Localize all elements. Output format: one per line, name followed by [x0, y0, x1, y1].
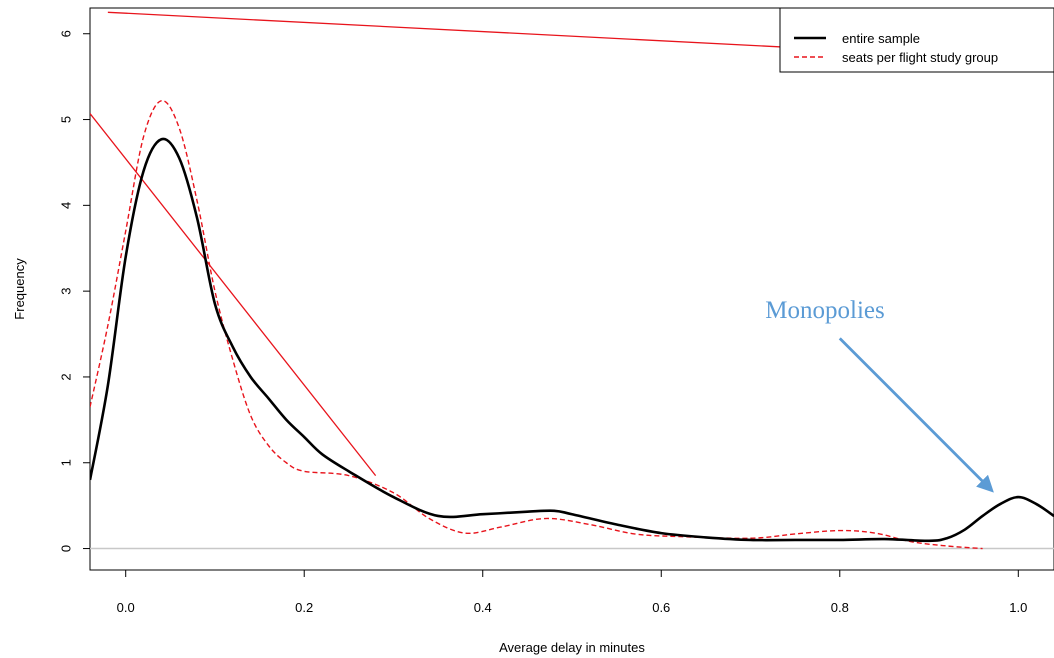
x-axis-label: Average delay in minutes	[499, 640, 645, 655]
plot-frame	[89, 7, 1054, 571]
legend-label-entire-sample: entire sample	[842, 31, 920, 46]
y-axis-label: Frequency	[12, 258, 27, 320]
series-line-seats-per-flight	[90, 99, 983, 550]
y-tick-label: 5	[59, 116, 74, 123]
series-line-entire-sample	[90, 137, 1054, 543]
legend-label-seats-per-flight: seats per flight study group	[842, 50, 998, 65]
plot-area	[89, 7, 1054, 571]
y-axis: 0 1 2 3 4 5 6	[59, 30, 90, 552]
reference-line	[90, 113, 377, 477]
legend: entire sample seats per flight study gro…	[779, 7, 1054, 73]
y-tick-label: 6	[59, 30, 74, 37]
x-tick-label: 0.8	[831, 600, 849, 615]
y-tick-label: 0	[59, 545, 74, 552]
x-tick-label: 1.0	[1009, 600, 1027, 615]
x-tick-label: 0.2	[295, 600, 313, 615]
annotation-label: Monopolies	[765, 297, 884, 324]
y-tick-label: 3	[59, 288, 74, 295]
x-tick-label: 0.0	[117, 600, 135, 615]
y-tick-label: 2	[59, 373, 74, 380]
x-axis: 0.0 0.2 0.4 0.6 0.8 1.0	[117, 570, 1027, 615]
y-tick-label: 1	[59, 459, 74, 466]
x-tick-label: 0.4	[474, 600, 492, 615]
legend-box	[779, 7, 1054, 73]
x-tick-label: 0.6	[652, 600, 670, 615]
y-tick-label: 4	[59, 202, 74, 209]
annotation-arrow	[838, 337, 994, 493]
